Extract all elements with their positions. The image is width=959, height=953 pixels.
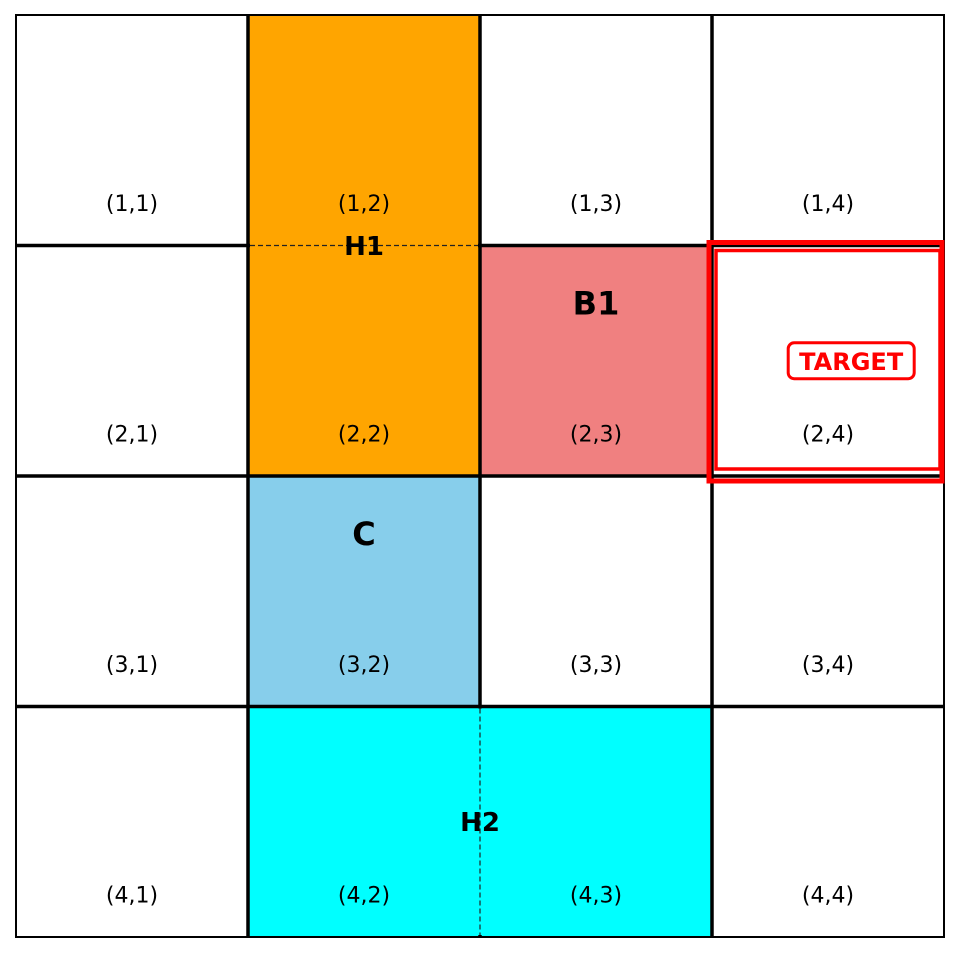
- cell-label: (3,4): [802, 653, 854, 678]
- cell-label: (2,2): [338, 422, 390, 447]
- cell-label: (4,4): [802, 883, 854, 908]
- target-layer: TARGET: [706, 240, 945, 484]
- target-outer-outline: [706, 240, 945, 484]
- cell-label: (1,3): [570, 192, 622, 217]
- cell-label: (3,2): [338, 653, 390, 678]
- cell-label: (4,1): [106, 883, 158, 908]
- piece-label-h1: H1: [344, 232, 384, 262]
- cell-label: (2,1): [106, 422, 158, 447]
- cell-label: (3,3): [570, 653, 622, 678]
- cell-label: (1,2): [338, 192, 390, 217]
- target-badge: [786, 341, 916, 381]
- piece-c[interactable]: [248, 476, 480, 707]
- piece-b1[interactable]: [480, 245, 712, 477]
- piece-label-h2: H2: [460, 808, 500, 838]
- piece-label-layer: H1 B1 C H2: [344, 232, 619, 838]
- piece-label-b1: B1: [573, 285, 620, 323]
- cell-label: (1,1): [106, 192, 158, 217]
- cell-label: (4,3): [570, 883, 622, 908]
- cell-label: (3,1): [106, 653, 158, 678]
- cell-label: (2,4): [802, 422, 854, 447]
- target-inner-outline: [714, 248, 942, 471]
- piece-label-c: C: [352, 515, 375, 553]
- cell-label: (4,2): [338, 883, 390, 908]
- target-label: TARGET: [799, 348, 904, 376]
- cell-label: (1,4): [802, 192, 854, 217]
- cell-label: (2,3): [570, 422, 622, 447]
- coord-layer: (1,1) (1,2) (1,3) (1,4) (2,1) (2,2) (2,3) (2,4)…: [106, 192, 854, 908]
- grid-layer: [15, 14, 945, 938]
